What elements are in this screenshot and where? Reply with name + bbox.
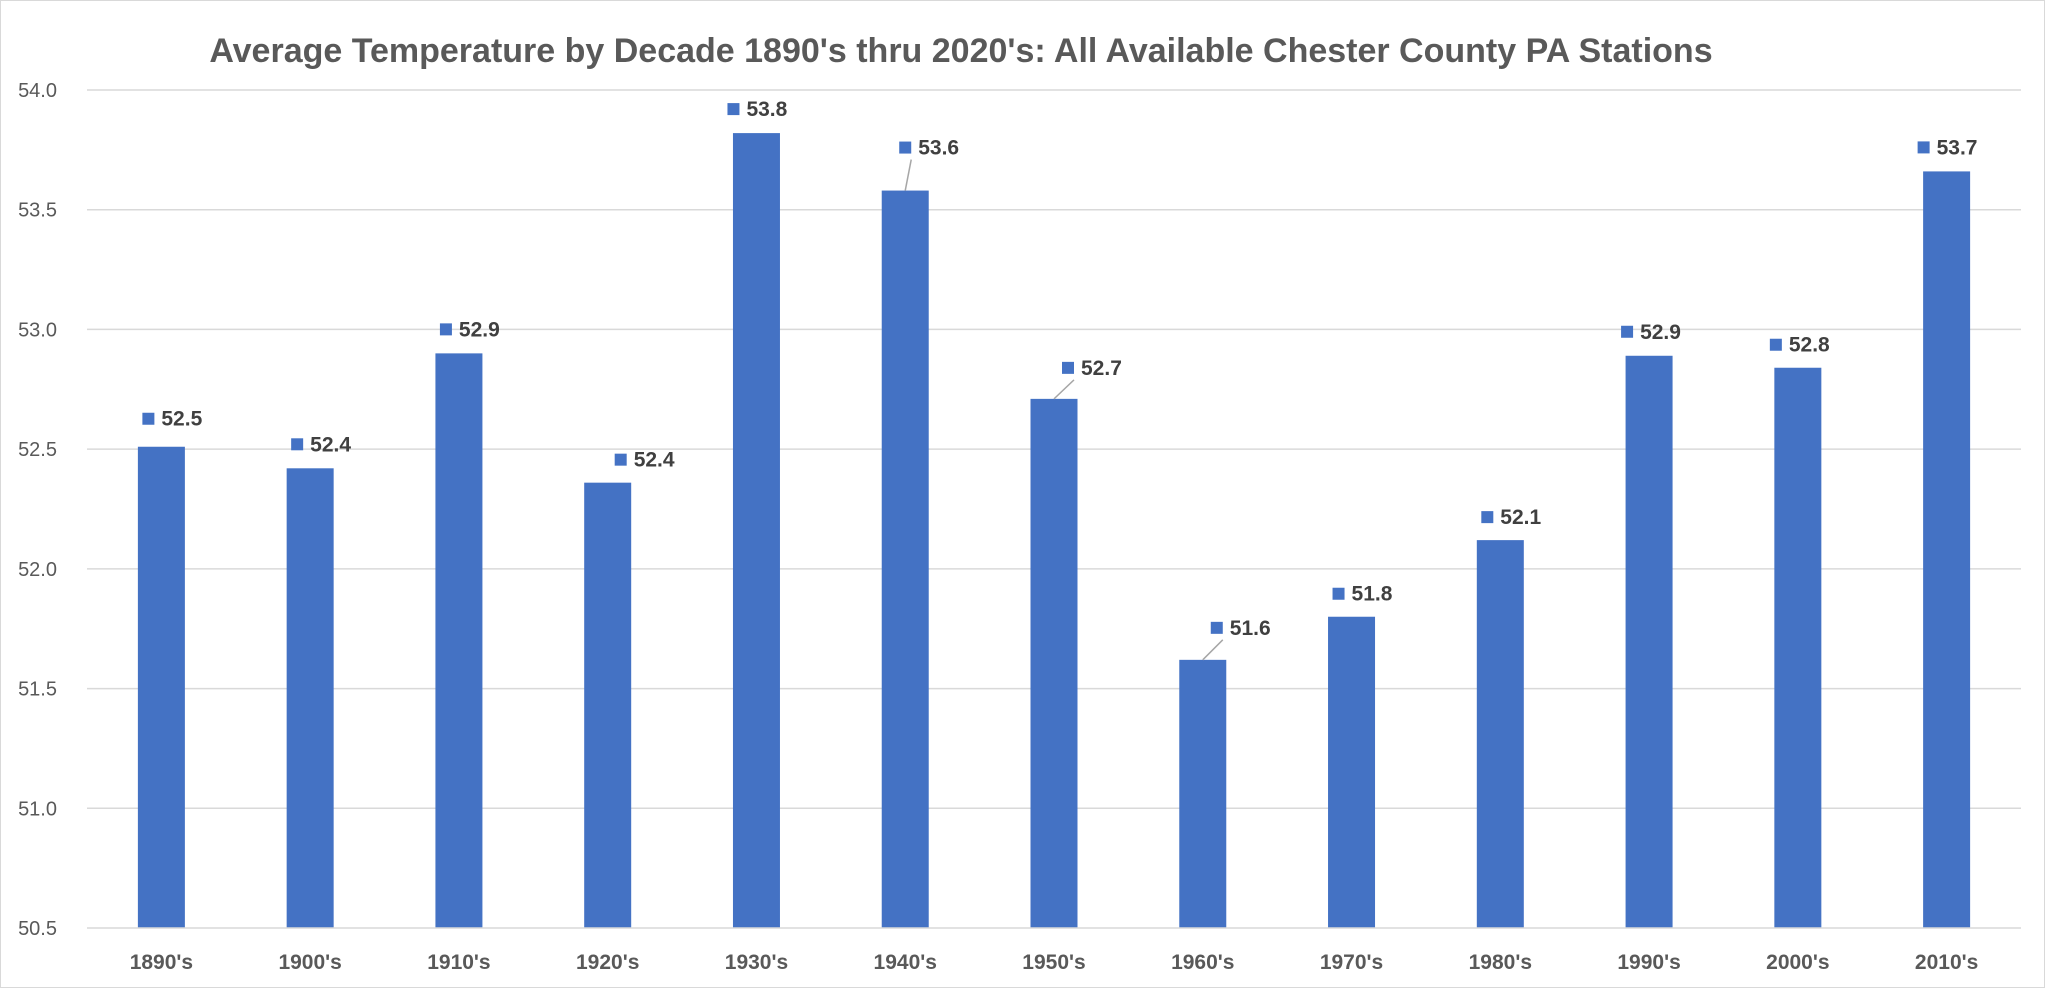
bar	[1774, 367, 1822, 928]
data-label: 52.4	[310, 433, 351, 456]
data-label: 52.5	[161, 408, 202, 431]
bar	[732, 133, 780, 928]
legend-key-marker	[1481, 511, 1494, 524]
bar	[1179, 659, 1227, 928]
x-category-label: 1910's	[427, 951, 490, 974]
y-tick-label: 50.5	[18, 918, 57, 940]
y-tick-label: 51.5	[18, 679, 57, 701]
x-category-label: 1890's	[130, 951, 193, 974]
legend-key-marker	[614, 453, 627, 466]
data-label: 52.1	[1500, 506, 1541, 529]
bar	[1476, 540, 1524, 928]
x-category-label: 1990's	[1617, 951, 1680, 974]
data-label: 52.4	[634, 449, 675, 472]
bar	[435, 353, 483, 928]
x-category-label: 1950's	[1022, 951, 1085, 974]
bar	[584, 482, 632, 928]
data-label: 53.8	[746, 98, 787, 121]
y-tick-label: 52.0	[18, 559, 57, 581]
legend-key-marker	[1769, 338, 1782, 351]
data-labels: 52.5 52.4 52.9 52.4 53.8 53.6 52.7 51.6 51.8 52.1…	[142, 98, 1977, 640]
x-category-label: 1970's	[1320, 951, 1383, 974]
data-label: 53.7	[1937, 136, 1978, 159]
y-tick-label: 53.5	[18, 200, 57, 222]
x-category-label: 1900's	[278, 951, 341, 974]
data-label: 53.6	[918, 137, 959, 160]
bar	[1328, 616, 1376, 928]
legend-key-marker	[899, 141, 912, 154]
data-label-leader	[904, 159, 912, 191]
y-tick-label: 51.0	[18, 798, 57, 820]
bar	[1030, 398, 1078, 928]
bar	[286, 468, 334, 928]
y-tick-label: 52.5	[18, 439, 57, 461]
data-label: 51.8	[1352, 583, 1393, 606]
legend-key-marker	[1062, 361, 1074, 374]
bar	[1625, 355, 1673, 928]
x-category-label: 2010's	[1915, 951, 1978, 974]
data-label: 52.9	[459, 318, 500, 341]
bar	[137, 446, 185, 928]
legend-key-marker	[291, 438, 304, 451]
bar	[1923, 171, 1971, 929]
legend-key-marker	[1621, 325, 1634, 338]
x-category-label: 1930's	[725, 951, 788, 974]
legend-key-marker	[1917, 141, 1930, 154]
x-axis-category-labels: 1890's 1900's 1910's 1920's 1930's 1940's 1950…	[130, 951, 1979, 974]
bar	[881, 190, 929, 928]
data-label: 52.8	[1789, 334, 1830, 357]
y-axis-tick-labels: 50.5 51.0 51.5 52.0 52.5 53.0 53.5 54.0	[18, 80, 57, 940]
data-label-leader-lines	[904, 159, 1224, 661]
legend-key-marker	[1332, 587, 1345, 600]
x-category-label: 2000's	[1766, 951, 1829, 974]
legend-key-marker	[439, 323, 452, 336]
x-category-label: 1920's	[576, 951, 639, 974]
chart-title: Average Temperature by Decade 1890's thr…	[209, 32, 1712, 70]
x-category-label: 1940's	[874, 951, 937, 974]
data-label: 52.7	[1081, 357, 1122, 380]
y-tick-label: 54.0	[18, 80, 57, 102]
data-label: 51.6	[1230, 617, 1271, 640]
legend-key-marker	[1210, 621, 1223, 634]
data-label-leader	[1053, 379, 1075, 400]
y-tick-label: 53.0	[18, 319, 57, 341]
x-category-label: 1960's	[1171, 951, 1234, 974]
x-category-label: 1980's	[1469, 951, 1532, 974]
bars	[137, 133, 1971, 929]
legend-key-marker	[142, 412, 155, 425]
data-label-leader	[1202, 639, 1224, 661]
data-label: 52.9	[1640, 321, 1681, 344]
legend-key-marker	[727, 103, 740, 116]
